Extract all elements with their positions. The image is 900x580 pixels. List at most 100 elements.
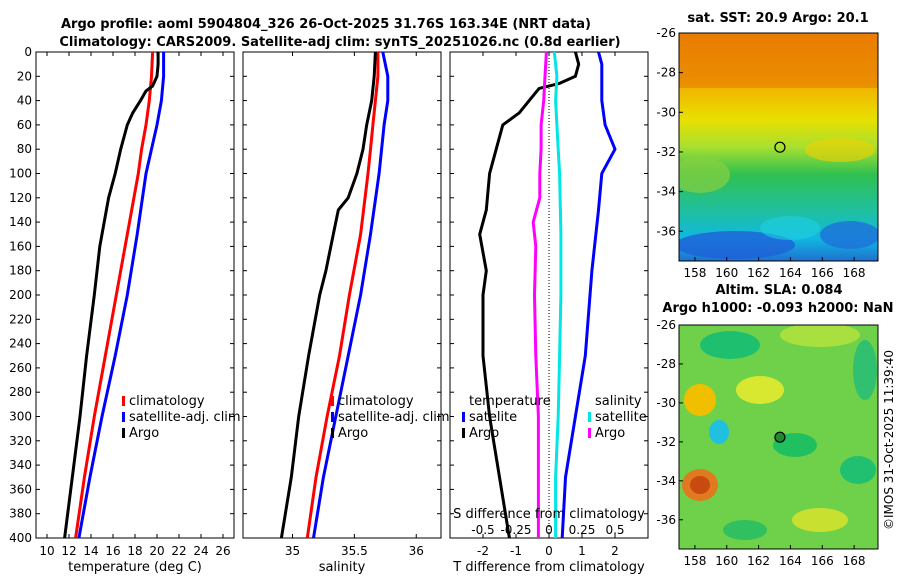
sla-patch [840, 456, 876, 484]
y-tick-label: 280 [9, 385, 32, 399]
legend-climatology-swatch [122, 396, 125, 406]
sla-patch [700, 331, 760, 359]
y-tick-label: 380 [9, 507, 32, 521]
temperature-panel: 0 20 40 60 80 100 120 140 160 180 200 220 240 260 280 3… [9, 45, 241, 575]
y-tick-label: 80 [17, 142, 32, 156]
s-diff-tick-label: 0.25 [569, 523, 596, 537]
title-line-2: Climatology: CARS2009. Satellite-adj cli… [59, 35, 620, 50]
sla-patch [709, 420, 729, 444]
map-x-tick-label: 166 [811, 554, 834, 568]
s-diff-tick-label: -0.5 [471, 523, 494, 537]
s-diff-tick-label: 0 [545, 523, 553, 537]
series-line-argo [279, 51, 377, 539]
map-y-tick-label: -28 [656, 357, 676, 371]
temperature-legend: climatology satellite-adj. clim Argo [122, 394, 241, 441]
sst-patch [820, 221, 878, 249]
y-tick-label: 20 [17, 69, 32, 83]
x-tick-label: 10 [39, 544, 54, 558]
legend-satellite-swatch [331, 412, 334, 422]
legend-climatology-swatch [331, 396, 334, 406]
legend-argo-label: Argo [338, 426, 368, 441]
legend-t-argo-label: Argo [469, 426, 499, 441]
legend-s-satellite-swatch [588, 412, 591, 422]
x-tick-label: 16 [105, 544, 120, 558]
difference-panel: -2 -1 0 1 2 T difference from climatology S … [449, 51, 649, 575]
sla-map-frame [678, 324, 879, 550]
map-x-tick-label: 160 [715, 554, 738, 568]
y-tick-label: 400 [9, 531, 32, 545]
series-line-t-argo [478, 51, 581, 539]
x-tick-label: 18 [127, 544, 142, 558]
x-tick-label: -1 [510, 544, 522, 558]
series-line-satellite-adj-clim [312, 51, 390, 539]
series-line-climatology [305, 52, 380, 539]
sla-map-panel: Altim. SLA: 0.084 Argo h1000: -0.093 h20… [656, 283, 893, 568]
x-tick-label: 24 [193, 544, 208, 558]
x-tick-label: 2 [611, 544, 619, 558]
sla-patch [684, 384, 716, 416]
temperature-xlabel: temperature (deg C) [68, 560, 202, 575]
sla-map-title-2: Argo h1000: -0.093 h2000: NaN [662, 301, 893, 316]
imos-timestamp-label: ©IMOS 31-Oct-2025 11:39:40 [882, 350, 896, 530]
legend-argo-swatch [122, 428, 125, 438]
map-x-tick-label: 158 [683, 554, 706, 568]
y-tick-label: 200 [9, 288, 32, 302]
map-y-tick-label: -32 [656, 145, 676, 159]
map-x-tick-label: 158 [683, 266, 706, 280]
y-tick-label: 180 [9, 264, 32, 278]
x-tick-label: -2 [477, 544, 489, 558]
title-line-1: Argo profile: aoml 5904804_326 26-Oct-20… [61, 17, 591, 32]
y-tick-label: 0 [24, 45, 32, 59]
map-x-tick-label: 168 [843, 554, 866, 568]
x-tick-label: 26 [215, 544, 230, 558]
map-x-tick-label: 166 [811, 266, 834, 280]
sst-warm-band [679, 33, 878, 88]
y-tick-label: 140 [9, 215, 32, 229]
sst-map-title: sat. SST: 20.9 Argo: 20.1 [687, 11, 868, 26]
sla-patch [780, 325, 860, 347]
y-tick-label: 260 [9, 361, 32, 375]
x-tick-label: 0 [545, 544, 553, 558]
map-y-tick-label: -36 [656, 224, 676, 238]
salinity-xlabel: salinity [319, 560, 366, 575]
x-tick-label: 1 [578, 544, 586, 558]
salinity-panel: 35 35.5 36 salinity climatology satellite-… [242, 51, 450, 575]
series-line-argo [63, 52, 160, 539]
x-tick-label: 14 [83, 544, 98, 558]
s-difference-axis-label: S difference from climatology [453, 507, 645, 522]
legend-satellite-label: satellite-adj. clim [338, 410, 450, 425]
y-tick-label: 360 [9, 482, 32, 496]
series-line-s-satellite [552, 51, 563, 538]
map-x-tick-label: 162 [747, 266, 770, 280]
y-tick-label: 320 [9, 434, 32, 448]
legend-argo-swatch [331, 428, 334, 438]
sla-patch [736, 376, 784, 404]
map-y-tick-label: -34 [656, 185, 676, 199]
x-tick-label: 35.5 [341, 544, 368, 558]
series-line-satellite-adj-clim [77, 52, 166, 539]
y-tick-label: 120 [9, 191, 32, 205]
legend-satellite-label: satellite-adj. clim [129, 410, 241, 425]
x-tick-label: 35 [285, 544, 300, 558]
map-y-tick-label: -34 [656, 474, 676, 488]
sla-patch [792, 508, 848, 532]
s-diff-tick-label: 0.5 [605, 523, 624, 537]
map-y-tick-label: -36 [656, 513, 676, 527]
sst-float-marker [774, 141, 786, 153]
map-x-tick-label: 164 [779, 266, 802, 280]
s-diff-tick-label: -0.25 [500, 523, 531, 537]
y-tick-label: 240 [9, 337, 32, 351]
legend-s-argo-swatch [588, 428, 591, 438]
legend-salinity-title: salinity [595, 394, 642, 409]
series-line-s-argo [531, 51, 548, 538]
legend-s-satellite-label: satellite [595, 410, 647, 425]
map-x-tick-label: 162 [747, 554, 770, 568]
y-tick-label: 40 [17, 94, 32, 108]
sst-field [679, 33, 878, 261]
x-tick-label: 22 [171, 544, 186, 558]
sla-patch [853, 340, 877, 400]
sla-patch [690, 476, 710, 494]
series-line-climatology [74, 51, 155, 539]
map-y-tick-label: -28 [656, 66, 676, 80]
map-y-tick-label: -26 [656, 26, 676, 40]
